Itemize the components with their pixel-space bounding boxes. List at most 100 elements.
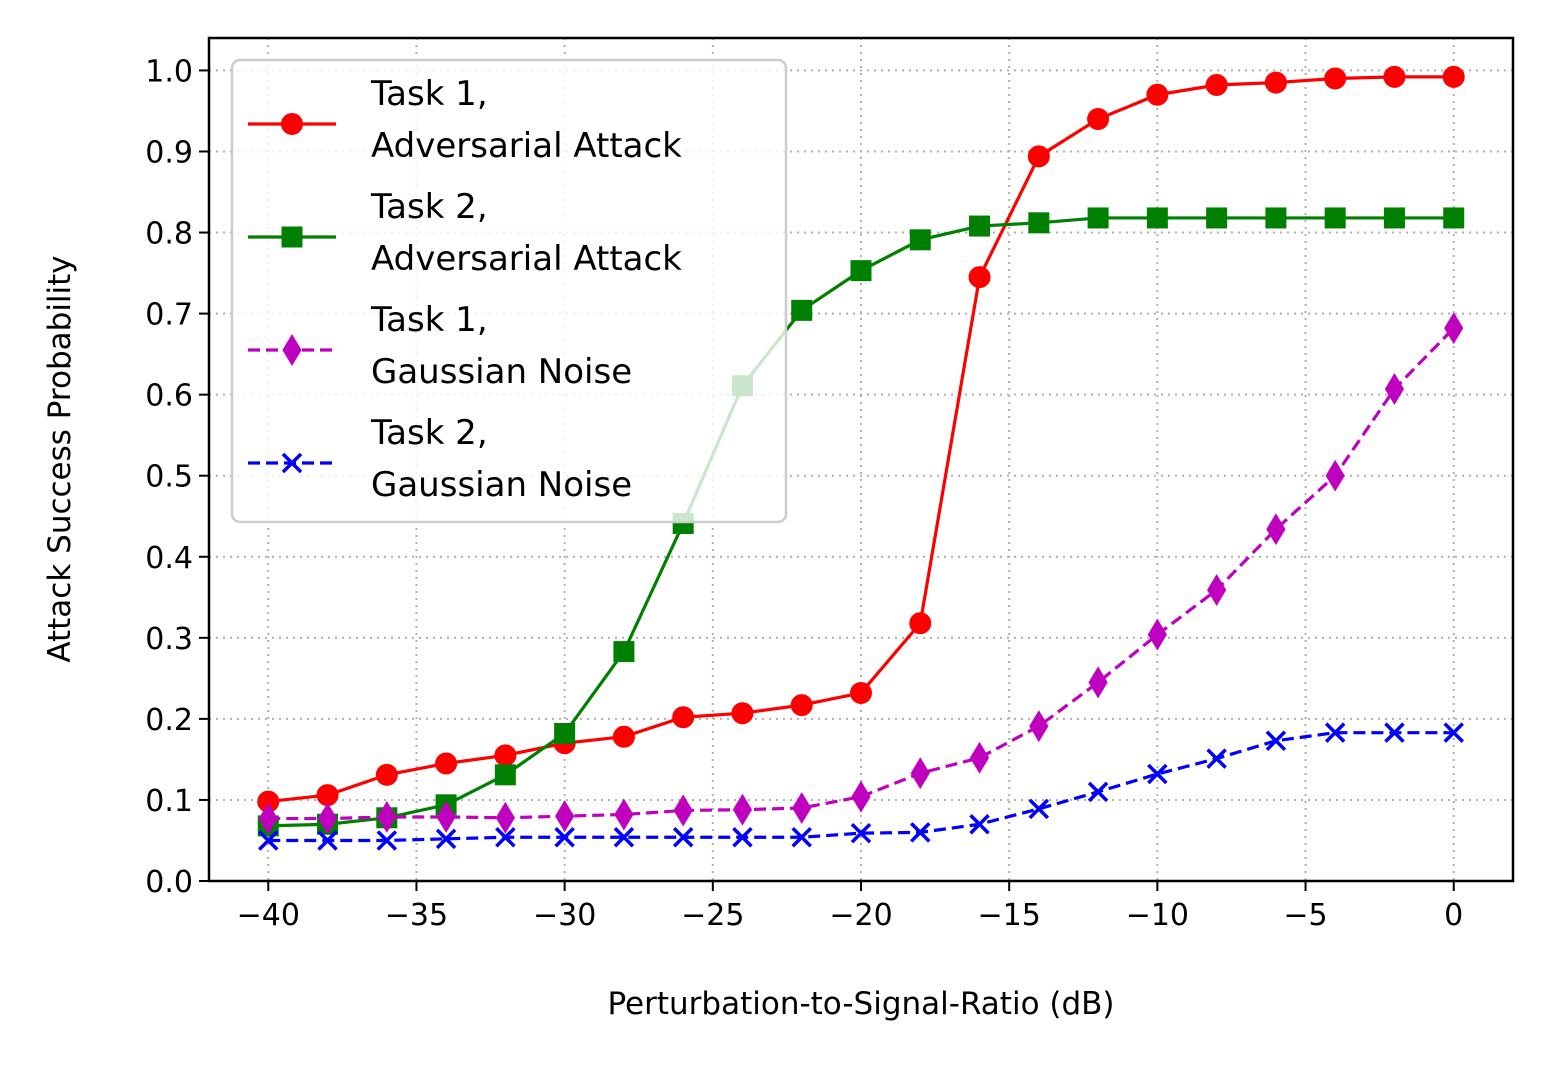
x-tick-label: 0 [1444, 898, 1463, 933]
series-2-point [494, 764, 516, 786]
y-tick-label: 0.9 [145, 135, 193, 170]
series-1-point [1027, 145, 1050, 168]
y-tick-label: 0.3 [145, 622, 193, 657]
y-axis-label: Attack Success Probability [42, 255, 78, 662]
series-3-point [436, 800, 456, 833]
legend-marker-4 [281, 452, 303, 474]
series-4-point [850, 822, 872, 844]
legend-label-3: Task 1, [370, 300, 488, 340]
series-1-point [731, 702, 754, 725]
series-4-point [1443, 722, 1464, 743]
y-tick-label: 0.4 [145, 541, 193, 576]
series-3 [258, 312, 1464, 835]
legend: Task 1, Adversarial Attack Task 2, Adversar… [230, 58, 788, 524]
series-layer [257, 65, 1465, 851]
series-4-point [317, 830, 338, 851]
series-4 [258, 722, 1464, 851]
series-3-point [377, 800, 397, 833]
series-1-point [850, 681, 872, 704]
series-2-point [1087, 207, 1109, 229]
series-2-point [850, 260, 872, 282]
series-3-point [1266, 513, 1286, 546]
series-2-point [554, 722, 576, 744]
series-1-point [1146, 83, 1169, 106]
series-1-point [435, 752, 458, 775]
y-tick-label: 1.0 [145, 54, 193, 89]
series-1-point [1264, 71, 1287, 94]
y-tick-label: 0.2 [145, 703, 193, 738]
series-2 [257, 207, 1465, 837]
legend-label-4: Task 2, [370, 413, 488, 453]
x-tick-label: −40 [237, 898, 300, 933]
legend-label-1: Adversarial Attack [371, 126, 682, 166]
series-1-point [375, 763, 398, 786]
y-tick-label: 0.0 [145, 865, 193, 900]
y-tick-label: 0.1 [145, 784, 193, 819]
x-tick-label: −10 [1126, 898, 1189, 933]
y-tick-label: 0.5 [145, 460, 193, 495]
series-2-point [613, 641, 635, 663]
series-4-point [910, 822, 931, 843]
x-tick-label: −15 [978, 898, 1041, 933]
series-1-point [1324, 67, 1347, 90]
series-3-point [1384, 373, 1405, 405]
series-4-point [1147, 763, 1168, 785]
legend-marker-3 [282, 334, 302, 366]
series-3-point [732, 793, 753, 826]
series-3-point [969, 741, 990, 774]
series-2-point [791, 299, 813, 321]
series-4-point [554, 826, 575, 848]
series-2-point [1265, 207, 1287, 229]
series-1-point [1383, 65, 1406, 88]
series-2-point [1028, 212, 1050, 234]
legend-marker-1 [281, 113, 303, 135]
series-3-point [1147, 618, 1167, 651]
series-4-point [258, 830, 279, 851]
series-2-point [1206, 207, 1228, 229]
series-1-point [494, 744, 517, 767]
legend-label-2: Adversarial Attack [371, 239, 682, 279]
legend-label-2: Task 2, [370, 187, 488, 227]
series-1-point [968, 266, 991, 289]
series-3-point [555, 800, 575, 833]
x-axis-label: Perturbation-to-Signal-Ratio (dB) [607, 986, 1114, 1022]
legend-label-1: Task 1, [370, 74, 488, 114]
x-tick-label: −5 [1283, 898, 1327, 933]
series-3-point [1444, 312, 1464, 345]
x-tick-label: −35 [385, 898, 448, 933]
series-3-point [317, 802, 338, 835]
series-1-point [790, 694, 813, 717]
x-tick-label: −30 [533, 898, 596, 933]
series-1-point [672, 706, 695, 729]
x-axis-ticks: −40 −35 −30 −25 −20 −15 −10 −5 0 [237, 881, 1463, 933]
series-2-point [969, 215, 991, 237]
series-2-point [1146, 207, 1168, 229]
series-4-point [435, 828, 457, 850]
series-2-point [1383, 207, 1405, 229]
series-1-point [612, 725, 635, 748]
series-4-point [969, 814, 990, 835]
series-3-point [495, 801, 515, 834]
series-3-point [1325, 459, 1345, 492]
series-4-point [1384, 722, 1405, 743]
series-3-point [1207, 574, 1227, 606]
series-4-point [376, 830, 398, 851]
y-tick-label: 0.6 [145, 379, 193, 414]
series-1-point [1087, 108, 1110, 131]
x-tick-label: −25 [681, 898, 744, 933]
series-1-point [1442, 65, 1465, 88]
series-3-point [614, 798, 634, 831]
legend-box [230, 58, 788, 524]
series-1-point [1205, 74, 1228, 97]
series-1-point [316, 784, 339, 807]
series-4-point [791, 826, 812, 848]
y-tick-label: 0.8 [145, 217, 193, 252]
legend-label-3: Gaussian Noise [371, 352, 632, 392]
series-1 [257, 65, 1465, 813]
series-2-point [909, 229, 931, 251]
legend-marker-2 [281, 226, 303, 248]
y-axis-ticks: 0.0 0.1 0.2 0.3 0.4 0.5 0.6 0.7 0.8 0.9 1.0 [145, 54, 209, 900]
series-4-line [268, 731, 1454, 843]
series-3-point [910, 757, 930, 790]
